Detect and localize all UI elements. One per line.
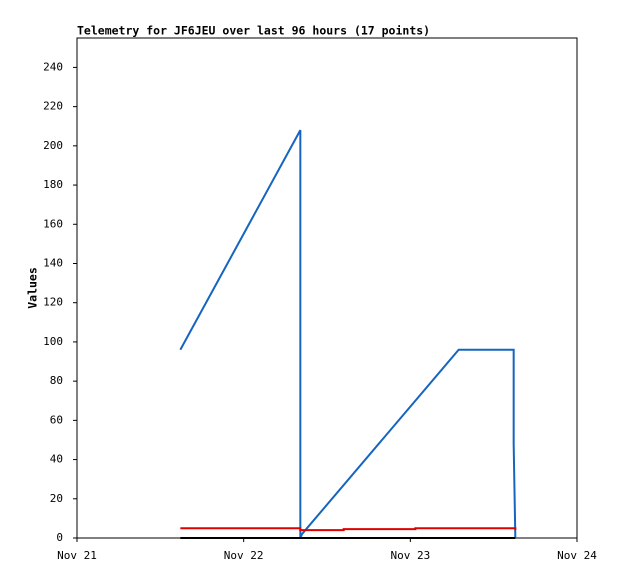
y-tick-label: 180 bbox=[43, 178, 63, 191]
series-line bbox=[180, 527, 517, 532]
chart-title: Telemetry for JF6JEU over last 96 hours … bbox=[77, 24, 430, 38]
y-tick-label: 60 bbox=[50, 413, 63, 426]
y-tick-label: 240 bbox=[43, 60, 63, 73]
y-tick-label: 100 bbox=[43, 335, 63, 348]
y-tick-label: 80 bbox=[50, 374, 63, 387]
y-axis-label: Values bbox=[26, 267, 40, 309]
x-tick-label: Nov 22 bbox=[224, 549, 264, 562]
x-tick-label: Nov 21 bbox=[57, 549, 97, 562]
y-tick-label: 140 bbox=[43, 256, 63, 269]
y-tick-label: 220 bbox=[43, 100, 63, 113]
y-tick-label: 20 bbox=[50, 492, 63, 505]
x-tick-label: Nov 23 bbox=[390, 549, 430, 562]
y-tick-label: 40 bbox=[50, 453, 63, 466]
series-line bbox=[179, 129, 517, 539]
x-tick-label: Nov 24 bbox=[557, 549, 597, 562]
y-tick-label: 200 bbox=[43, 139, 63, 152]
y-tick-label: 120 bbox=[43, 296, 63, 309]
y-tick-label: 0 bbox=[56, 531, 63, 544]
y-tick-label: 160 bbox=[43, 217, 63, 230]
